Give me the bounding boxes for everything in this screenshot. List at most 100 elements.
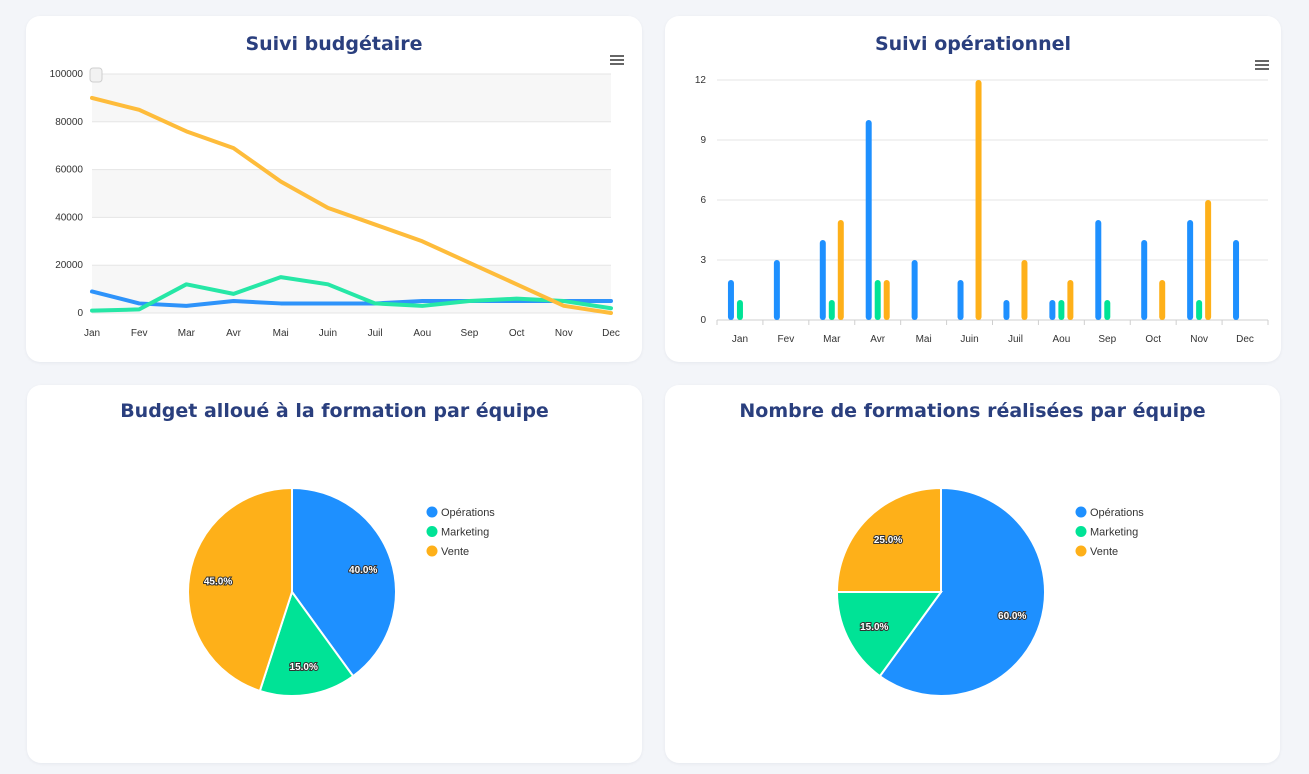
bar-series-1 bbox=[957, 280, 964, 320]
x-tick-label: Nov bbox=[1190, 334, 1208, 345]
y-tick-label: 40000 bbox=[55, 212, 83, 223]
formations-pie-card: Nombre de formations réalisées par équip… bbox=[665, 385, 1280, 763]
series-line-3 bbox=[90, 95, 613, 315]
pie-slice-marketing bbox=[258, 589, 355, 697]
bar-series-3 bbox=[1159, 280, 1166, 320]
bar-series-3 bbox=[883, 280, 890, 320]
x-tick-label: Jan bbox=[84, 328, 100, 339]
budget-chart-title: Suivi budgétaire bbox=[245, 33, 423, 55]
bar-series-1 bbox=[819, 240, 826, 320]
x-tick-label: Sep bbox=[461, 328, 479, 339]
x-tick-label: Juin bbox=[319, 328, 337, 339]
bar-series-1 bbox=[1003, 300, 1010, 320]
budget-line-chart: 0 20000 40000 60000 80000 100000 Jan Fev Mar Avr M… bbox=[50, 67, 620, 339]
x-tick-label: Juil bbox=[368, 328, 383, 339]
bar-series-1 bbox=[865, 120, 872, 320]
legend-item-label[interactable]: Opérations bbox=[441, 507, 495, 519]
grid-band bbox=[92, 169, 611, 218]
x-tick-label: Avr bbox=[870, 334, 885, 345]
grid-band bbox=[92, 74, 611, 122]
y-tick-label: 60000 bbox=[55, 165, 83, 176]
bar-series-3 bbox=[1205, 200, 1212, 320]
formations-pie-chart: 60.0% 15.0% 25.0% Opérations Marketing Vente bbox=[835, 486, 1144, 697]
pie-slice-vente bbox=[835, 486, 942, 593]
operations-chart-menu-icon[interactable] bbox=[1255, 60, 1269, 70]
y-tick-label: 12 bbox=[695, 75, 707, 86]
x-tick-label: Oct bbox=[509, 328, 525, 339]
operations-bar-chart: 0 3 6 9 12 Jan Fev Mar Avr Mai Juin Juil Aou Sep Oct No… bbox=[695, 75, 1269, 345]
x-tick-label: Mar bbox=[178, 328, 196, 339]
x-tick-label: Fev bbox=[778, 334, 795, 345]
bar-series-3 bbox=[975, 80, 982, 320]
x-tick-label: Aou bbox=[413, 328, 431, 339]
y-tick-label: 6 bbox=[700, 195, 706, 206]
operations-chart-card: Suivi opérationnel 0 3 6 9 12 Jan Fev Mar Avr Mai… bbox=[665, 16, 1281, 362]
legend-item-label[interactable]: Marketing bbox=[1090, 527, 1138, 539]
legend-marker bbox=[426, 545, 438, 557]
y-tick-label: 20000 bbox=[55, 260, 83, 271]
x-tick-label: Jan bbox=[732, 334, 748, 345]
x-tick-label: Fev bbox=[131, 328, 148, 339]
formations-pie-title: Nombre de formations réalisées par équip… bbox=[739, 400, 1206, 422]
legend-marker bbox=[1075, 545, 1087, 557]
y-tick-label: 0 bbox=[77, 308, 83, 319]
legend-item-label[interactable]: Vente bbox=[441, 546, 469, 558]
budget-chart-card: Suivi budgétaire 0 20000 40000 60000 80000 10… bbox=[26, 16, 642, 362]
x-tick-label: Dec bbox=[1236, 334, 1254, 345]
bar-series-3 bbox=[837, 220, 844, 320]
budget-chart-menu-icon[interactable] bbox=[610, 55, 624, 65]
legend-marker bbox=[426, 526, 438, 537]
pie-slice-vente bbox=[187, 486, 293, 693]
pie-slice-oprations bbox=[291, 486, 397, 678]
legend-marker bbox=[1075, 506, 1087, 518]
bar-series-1 bbox=[1049, 300, 1056, 320]
budget-pie-card: Budget alloué à la formation par équipe … bbox=[27, 385, 642, 763]
y-tick-label: 3 bbox=[700, 255, 706, 266]
x-tick-label: Oct bbox=[1145, 334, 1161, 345]
bar-series-1 bbox=[1141, 240, 1148, 320]
pie-slice-marketing bbox=[835, 591, 943, 678]
x-tick-label: Sep bbox=[1098, 334, 1116, 345]
y-tick-label: 80000 bbox=[55, 117, 83, 128]
legend-item-label[interactable]: Marketing bbox=[441, 527, 489, 539]
x-tick-label: Aou bbox=[1052, 334, 1070, 345]
bar-series-1 bbox=[1233, 240, 1240, 320]
pie-value-label: 40.0% bbox=[349, 565, 377, 576]
bar-series-2 bbox=[1058, 300, 1065, 320]
x-tick-label: Dec bbox=[602, 328, 620, 339]
pie-value-label: 45.0% bbox=[204, 576, 232, 587]
x-tick-label: Avr bbox=[226, 328, 241, 339]
budget-pie-title: Budget alloué à la formation par équipe bbox=[120, 400, 549, 422]
x-tick-label: Nov bbox=[555, 328, 573, 339]
operations-chart-title: Suivi opérationnel bbox=[874, 33, 1072, 55]
pie-value-label: 15.0% bbox=[860, 622, 888, 633]
budget-pie-chart: 40.0% 15.0% 45.0% Opérations Marketing Vente bbox=[187, 486, 495, 697]
legend-item-label[interactable]: Opérations bbox=[1090, 507, 1144, 519]
pie-value-label: 60.0% bbox=[998, 611, 1026, 622]
bar-series-1 bbox=[911, 260, 918, 320]
y-tick-label: 0 bbox=[700, 315, 706, 326]
bar-series-1 bbox=[773, 260, 780, 320]
y-tick-label: 9 bbox=[700, 135, 706, 146]
bar-series-2 bbox=[874, 280, 881, 320]
x-tick-label: Mai bbox=[916, 334, 932, 345]
legend-item-label[interactable]: Vente bbox=[1090, 546, 1118, 558]
bar-series-3 bbox=[1067, 280, 1074, 320]
bar-series-2 bbox=[736, 300, 743, 320]
bar-series-2 bbox=[1196, 300, 1203, 320]
x-tick-label: Juil bbox=[1008, 334, 1023, 345]
pie-value-label: 25.0% bbox=[874, 535, 902, 546]
legend-marker bbox=[426, 506, 438, 518]
y-tick-label: 100000 bbox=[50, 69, 84, 80]
series-line-2 bbox=[90, 275, 613, 313]
pie-value-label: 15.0% bbox=[290, 662, 318, 673]
bar-series-2 bbox=[1104, 300, 1111, 320]
pie-slice-oprations bbox=[878, 486, 1046, 697]
zoom-handle[interactable] bbox=[89, 67, 103, 83]
bar-series-2 bbox=[828, 300, 835, 320]
x-tick-label: Mai bbox=[273, 328, 289, 339]
legend-marker bbox=[1075, 526, 1087, 537]
x-tick-label: Mar bbox=[823, 334, 841, 345]
bar-series-1 bbox=[1187, 220, 1194, 320]
bar-series-1 bbox=[1095, 220, 1102, 320]
